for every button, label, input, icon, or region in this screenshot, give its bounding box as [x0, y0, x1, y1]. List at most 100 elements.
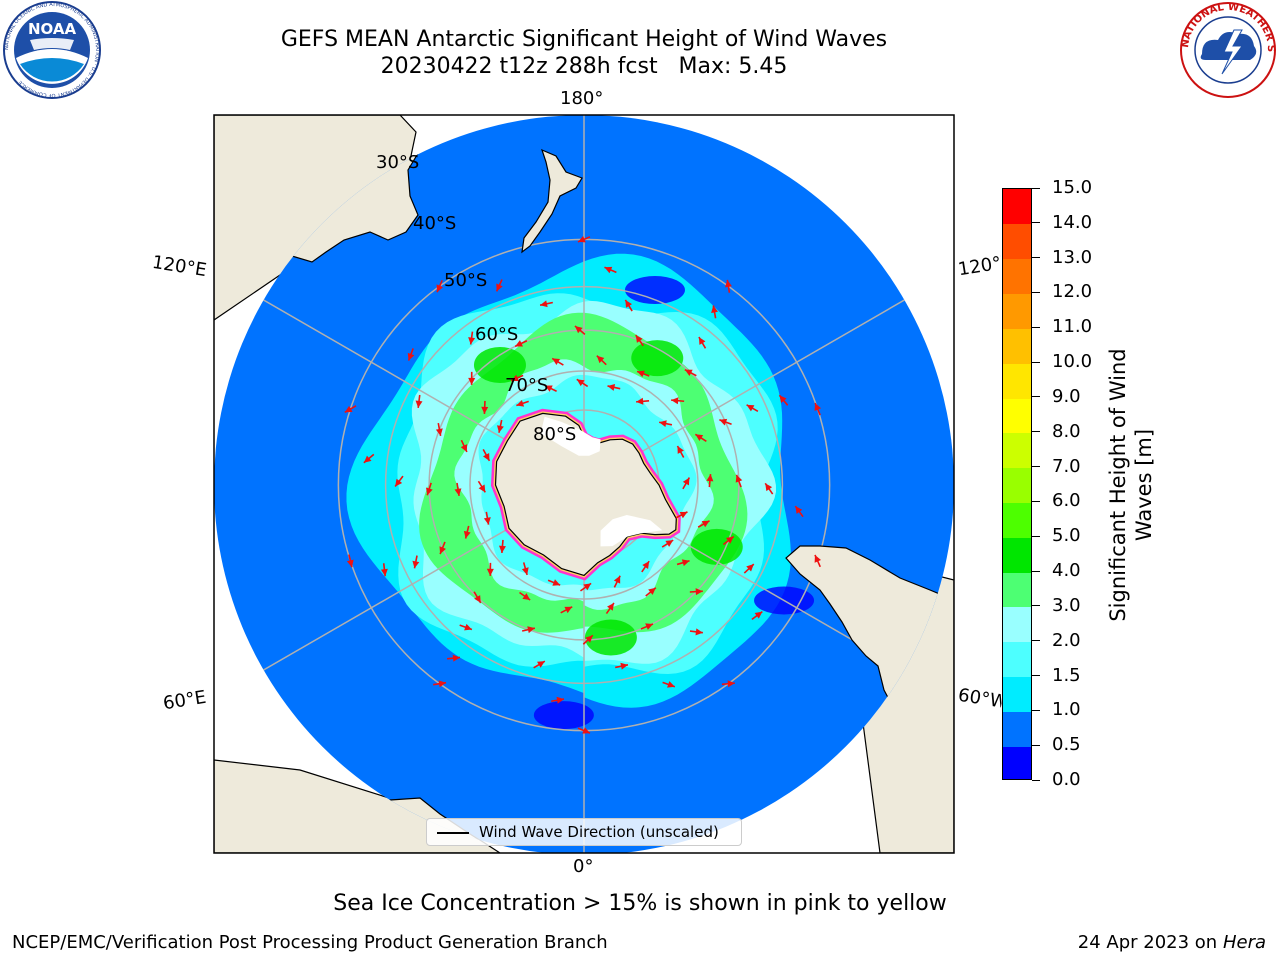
colorbar-tick-label: 12.0 [1052, 281, 1093, 303]
colorbar-tick [1032, 291, 1040, 293]
wave-patch-3 [631, 340, 684, 377]
colorbar-tick-label: 15.0 [1052, 177, 1093, 198]
chart-title: GEFS MEAN Antarctic Significant Height o… [280, 27, 888, 52]
wave-arrow-head [754, 611, 763, 619]
lon-line [615, 502, 954, 740]
wave-arrow-head [540, 300, 548, 308]
lon-label-0: 0° [573, 856, 594, 877]
colorbar-tick [1032, 779, 1040, 781]
colorbar-tick-label: 0.0 [1052, 769, 1081, 790]
wave-arrow-head [735, 474, 743, 483]
colorbar-tick [1032, 222, 1040, 224]
wave-arrow-head [642, 561, 650, 569]
wave-arrow-head [481, 406, 489, 414]
colorbar-segment [1003, 293, 1031, 329]
wave-arrow-head [583, 583, 592, 591]
colorbar-tick-label: 3.0 [1052, 594, 1081, 616]
wave-arrow-head [613, 575, 621, 584]
wave-arrow-head [439, 546, 446, 555]
wave-arrow-head [460, 444, 468, 452]
wave-patch-1 [473, 346, 526, 383]
wave-arrow-head [515, 340, 523, 347]
wave-arrow-head [645, 623, 653, 630]
wave-arrow-head [706, 474, 714, 482]
wave-arrow-head [625, 299, 633, 308]
wave-arrow-head [695, 628, 703, 636]
lon-line [214, 502, 553, 740]
colorbar-segment [1003, 606, 1031, 643]
colorbar-label: Significant Height of Wind Waves [m] [1106, 348, 1156, 622]
wave-arrow-head [552, 579, 561, 586]
colorbar-segment [1003, 432, 1031, 469]
wave-arrow-head [486, 568, 494, 576]
colorbar-tick-label: 0.5 [1052, 734, 1081, 756]
colorbar-tick [1032, 396, 1040, 398]
map-legend: Wind Wave Direction (unscaled) [426, 818, 742, 846]
wave-arrow-head [667, 681, 675, 688]
wave-arrow-head [380, 568, 388, 577]
wave-arrow-head [426, 487, 433, 496]
colorbar-tick-label: 11.0 [1052, 316, 1093, 338]
colorbar-tick-label: 1.5 [1052, 664, 1081, 686]
wave-arrow-head [677, 446, 684, 454]
colorbar-tick-label: 13.0 [1052, 246, 1093, 268]
wave-arrow-head [681, 559, 690, 567]
wave-arrow-head [576, 379, 585, 387]
wave-arrow-head [511, 374, 520, 382]
wave-arrow-head [498, 545, 506, 553]
wave-arrow-head [637, 370, 645, 378]
wave-arrow-head [679, 511, 688, 519]
lat-label-50s: 50°S [444, 270, 488, 291]
wave-arrow-head [407, 352, 415, 361]
colorbar-tick-label: 4.0 [1052, 560, 1081, 582]
legend-label: Wind Wave Direction (unscaled) [479, 823, 719, 841]
wave-arrow-head [438, 680, 447, 688]
wave-arrow-head [746, 404, 755, 412]
wave-arrow-head [695, 588, 703, 596]
colorbar-segment [1003, 746, 1031, 779]
chart-subtitle: 20230422 t12z 288h fcst Max: 5.45 [380, 54, 788, 79]
new-zealand [521, 148, 583, 254]
colorbar-tick-label: 10.0 [1052, 351, 1093, 373]
wave-arrow-head [468, 337, 476, 345]
colorbar [1002, 188, 1032, 780]
colorbar-segment [1003, 641, 1031, 678]
sea-ice-note: Sea Ice Concentration > 15% is shown in … [333, 891, 947, 916]
wave-arrow-head [727, 680, 735, 688]
lat-label-70s: 70°S [505, 375, 549, 396]
colorbar-segment [1003, 711, 1031, 747]
wave-arrow-head [552, 358, 561, 365]
wave-arrow-head [363, 455, 372, 463]
wave-arrow-head [620, 662, 628, 670]
wave-arrow-head [648, 587, 656, 595]
wave-arrow-head [344, 405, 353, 413]
wave-arrow-head [464, 623, 472, 631]
wave-arrow-head [746, 564, 754, 572]
colorbar-tick [1032, 257, 1040, 259]
wave-arrow-head [564, 606, 573, 614]
wave-arrow-head [496, 283, 503, 292]
colorbar-tick-label: 5.0 [1052, 525, 1081, 547]
noaa-logo: NOAA NATIONAL OCEANIC AND ATMOSPHERIC AD… [3, 1, 101, 99]
colorbar-tick [1032, 744, 1040, 746]
lat-label-30s: 30°S [376, 152, 420, 173]
wave-arrow-head [607, 384, 616, 391]
wave-arrow-head [478, 484, 486, 493]
colorbar-tick [1032, 187, 1040, 189]
colorbar-tick-label: 7.0 [1052, 455, 1081, 477]
wave-arrow-head [454, 488, 462, 496]
credit-text: NCEP/EMC/Verification Post Processing Pr… [12, 932, 608, 953]
wave-arrow-head [527, 626, 535, 634]
lon-line [214, 230, 553, 468]
wave-arrow-head [695, 434, 704, 442]
wave-arrow-head [412, 560, 420, 569]
wave-arrow-head [497, 425, 504, 433]
date-text: 24 Apr 2023 on [1077, 932, 1223, 953]
host-name: Hera [1222, 932, 1266, 953]
legend-line-swatch [437, 832, 469, 834]
wave-patch-dark-2 [533, 701, 594, 730]
wave-arrow-head [795, 506, 803, 514]
lat-label-80s: 80°S [533, 424, 577, 445]
wave-arrow-head [346, 559, 354, 568]
